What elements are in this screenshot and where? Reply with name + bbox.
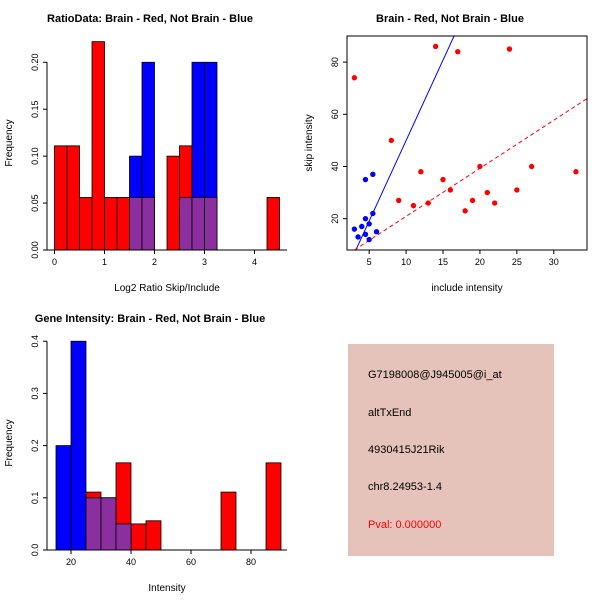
svg-text:skip intensity: skip intensity	[304, 114, 315, 171]
svg-text:0.20: 0.20	[30, 54, 40, 72]
svg-text:Brain - Red, Not Brain - Blue: Brain - Red, Not Brain - Blue	[376, 13, 524, 25]
svg-text:Intensity: Intensity	[148, 583, 185, 594]
svg-text:0.1: 0.1	[30, 492, 40, 505]
svg-text:4: 4	[252, 257, 257, 267]
svg-text:Log2 Ratio Skip/Include: Log2 Ratio Skip/Include	[114, 283, 220, 294]
svg-text:20: 20	[66, 557, 76, 567]
panel-info: G7198008@J945005@i_at altTxEnd 4930415J2…	[300, 300, 600, 600]
svg-text:0: 0	[52, 257, 57, 267]
svg-text:60: 60	[330, 109, 340, 119]
svg-text:Frequency: Frequency	[4, 119, 15, 166]
gene-name-text: 4930415J21Rik	[368, 443, 445, 456]
svg-text:3: 3	[202, 257, 207, 267]
svg-text:30: 30	[549, 257, 559, 267]
svg-text:10: 10	[401, 257, 411, 267]
svg-text:0.00: 0.00	[30, 241, 40, 259]
intensity-scatter-chart: Brain - Red, Not Brain - Blue 5 10 15 20 25 30…	[304, 13, 588, 294]
svg-text:0.15: 0.15	[30, 100, 40, 118]
svg-text:15: 15	[438, 257, 448, 267]
svg-text:0.3: 0.3	[30, 387, 40, 400]
panel-intensity-scatter: Brain - Red, Not Brain - Blue 5 10 15 20 25 30…	[300, 0, 600, 300]
svg-text:60: 60	[186, 557, 196, 567]
gene-intensity-histogram-chart: Gene Intensity: Brain - Red, Not Brain -…	[4, 313, 287, 594]
info-box: G7198008@J945005@i_at altTxEnd 4930415J2…	[348, 344, 554, 556]
ratio-histogram-chart: RatioData: Brain - Red, Not Brain - Blue…	[4, 13, 287, 294]
probe-id-text: G7198008@J945005@i_at	[368, 369, 502, 382]
panel-gene-intensity-histogram: Gene Intensity: Brain - Red, Not Brain -…	[0, 300, 300, 600]
locus-text: chr8.24953-1.4	[368, 481, 442, 494]
svg-text:0.0: 0.0	[30, 544, 40, 557]
svg-text:20: 20	[330, 214, 340, 224]
svg-text:0.2: 0.2	[30, 439, 40, 452]
svg-text:include intensity: include intensity	[431, 283, 502, 294]
svg-text:5: 5	[367, 257, 372, 267]
svg-text:Gene Intensity: Brain - Red, N: Gene Intensity: Brain - Red, Not Brain -…	[35, 313, 265, 325]
svg-text:40: 40	[330, 161, 340, 171]
svg-text:2: 2	[152, 257, 157, 267]
svg-text:0.05: 0.05	[30, 194, 40, 212]
svg-text:RatioData: Brain - Red, Not Br: RatioData: Brain - Red, Not Brain - Blue	[47, 13, 253, 25]
event-type-text: altTxEnd	[368, 406, 412, 419]
svg-text:40: 40	[126, 557, 136, 567]
panel-ratio-histogram: RatioData: Brain - Red, Not Brain - Blue…	[0, 0, 300, 300]
svg-text:0.4: 0.4	[30, 335, 40, 348]
svg-text:Frequency: Frequency	[4, 419, 15, 466]
svg-text:20: 20	[475, 257, 485, 267]
svg-text:80: 80	[330, 57, 340, 67]
svg-text:0.10: 0.10	[30, 147, 40, 165]
pval-text: Pval: 0.000000	[368, 518, 442, 531]
svg-text:80: 80	[246, 557, 256, 567]
svg-text:1: 1	[102, 257, 107, 267]
svg-text:25: 25	[512, 257, 522, 267]
